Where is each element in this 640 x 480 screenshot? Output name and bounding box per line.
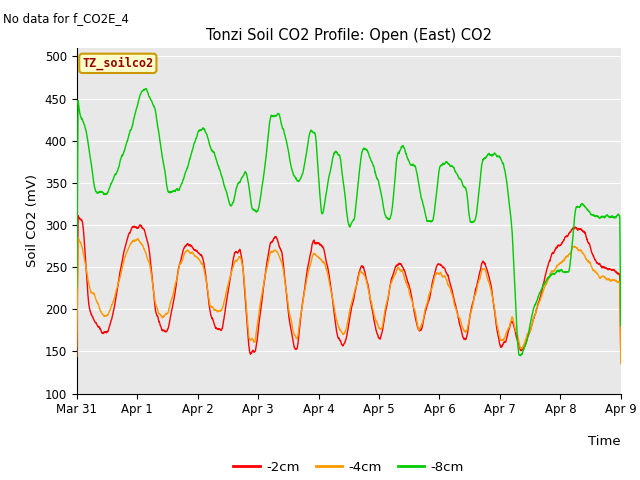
Title: Tonzi Soil CO2 Profile: Open (East) CO2: Tonzi Soil CO2 Profile: Open (East) CO2 <box>206 28 492 43</box>
Text: TZ_soilco2: TZ_soilco2 <box>82 57 154 70</box>
Text: Time: Time <box>588 435 621 448</box>
Y-axis label: Soil CO2 (mV): Soil CO2 (mV) <box>26 174 39 267</box>
Legend: -2cm, -4cm, -8cm: -2cm, -4cm, -8cm <box>228 456 470 479</box>
Text: No data for f_CO2E_4: No data for f_CO2E_4 <box>3 12 129 25</box>
